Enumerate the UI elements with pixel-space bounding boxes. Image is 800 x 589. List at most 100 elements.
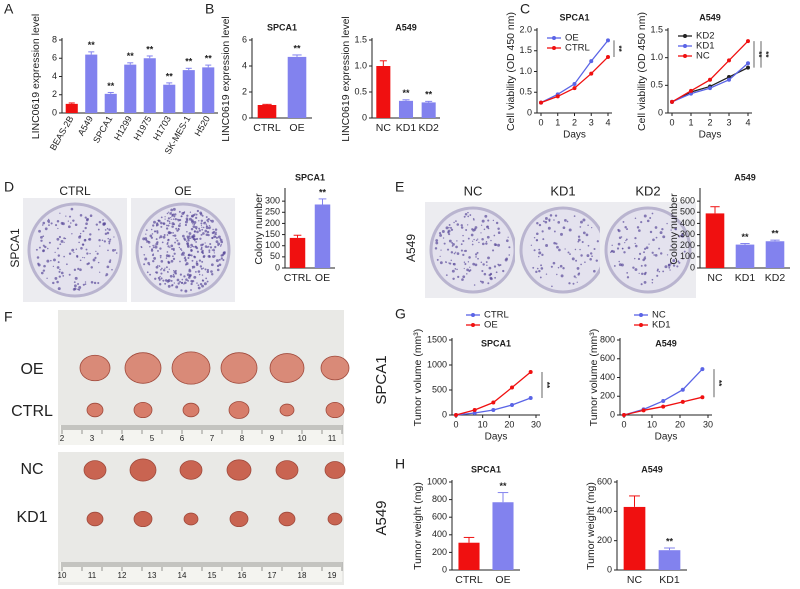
colony xyxy=(682,258,684,260)
colony xyxy=(158,237,161,239)
bar xyxy=(287,56,307,118)
y-axis-label: LINC0619 expression level xyxy=(220,16,232,142)
colony xyxy=(618,236,622,240)
colony xyxy=(195,241,197,243)
colony xyxy=(162,279,165,282)
colony xyxy=(171,215,173,218)
colony xyxy=(467,237,470,240)
bar xyxy=(705,213,725,268)
bar xyxy=(398,100,414,118)
colony xyxy=(162,269,166,272)
colony xyxy=(549,214,553,217)
colony xyxy=(195,213,198,216)
colony xyxy=(642,258,645,262)
ruler-number: 17 xyxy=(268,571,277,580)
colony xyxy=(442,237,445,239)
colony xyxy=(175,227,178,230)
colony xyxy=(217,235,221,239)
colony xyxy=(553,219,555,221)
colony xyxy=(466,273,468,275)
ruler-number: 3 xyxy=(90,434,95,443)
colony xyxy=(654,226,658,229)
colony xyxy=(480,224,483,226)
colony xyxy=(544,220,548,224)
colony xyxy=(155,225,158,227)
colony xyxy=(541,253,544,257)
colony xyxy=(211,236,214,240)
plate xyxy=(135,202,231,298)
colony xyxy=(680,233,683,237)
colony xyxy=(481,219,485,223)
colony xyxy=(77,282,80,285)
colony xyxy=(480,232,482,234)
x-axis-label: Days xyxy=(655,432,678,443)
colony xyxy=(208,225,211,227)
x-tick-label: NC xyxy=(627,574,643,586)
colony xyxy=(460,224,463,227)
colony xyxy=(163,233,166,236)
point xyxy=(491,408,496,412)
colony xyxy=(187,256,190,260)
legend-marker xyxy=(639,323,643,327)
x-tick-label: KD2 xyxy=(765,272,786,284)
colony xyxy=(454,268,457,270)
colony xyxy=(497,227,500,230)
colony xyxy=(185,278,188,281)
bar xyxy=(735,244,755,268)
ruler-number: 2 xyxy=(60,434,65,443)
x-tick-label: 20 xyxy=(504,419,514,429)
colony xyxy=(71,233,73,235)
colony xyxy=(533,249,536,252)
y-tick-label: 200 xyxy=(600,391,615,401)
colony xyxy=(188,232,192,235)
y-axis-label: Tumor weight (mg) xyxy=(585,482,597,570)
y-tick-label: 500 xyxy=(680,207,695,217)
y-tick-label: 4 xyxy=(242,60,247,70)
colony xyxy=(95,250,97,253)
colony xyxy=(670,245,672,247)
tumor xyxy=(124,352,162,384)
colony xyxy=(564,248,566,250)
bar xyxy=(421,102,436,118)
y-tick-label: 0 xyxy=(275,262,280,272)
colony xyxy=(644,247,647,250)
colony xyxy=(164,218,166,220)
significance: ** xyxy=(771,229,779,239)
bar xyxy=(376,66,391,118)
colony xyxy=(622,220,625,223)
y-tick-label: 250 xyxy=(265,207,280,217)
colony xyxy=(160,225,163,228)
colony xyxy=(206,230,210,234)
colony xyxy=(557,221,561,224)
y-tick-label: 1.5 xyxy=(519,45,532,55)
colony xyxy=(169,212,172,215)
colony xyxy=(79,232,82,235)
colony xyxy=(209,246,213,249)
colony xyxy=(63,237,66,240)
colony xyxy=(486,225,488,228)
colony xyxy=(634,217,637,220)
y-tick-label: 0 xyxy=(242,112,247,122)
colony xyxy=(193,275,197,279)
colony xyxy=(54,276,58,280)
colony xyxy=(453,252,456,255)
bar xyxy=(163,84,176,113)
colony xyxy=(195,216,198,219)
tumor xyxy=(133,510,153,528)
colony xyxy=(166,234,169,236)
colony xyxy=(450,259,452,262)
tumor xyxy=(220,352,258,384)
colony xyxy=(67,220,69,222)
x-tick-label: OE xyxy=(289,122,304,134)
y-axis-label: Cell viability (OD 450 nm) xyxy=(636,12,648,131)
colony xyxy=(188,217,192,221)
panel-letter: F xyxy=(4,309,13,325)
ruler-number: 13 xyxy=(148,571,157,580)
colony xyxy=(584,261,586,263)
colony xyxy=(217,244,219,247)
colony xyxy=(200,219,204,223)
colony xyxy=(56,280,59,284)
colony xyxy=(174,241,176,244)
point xyxy=(472,411,477,415)
